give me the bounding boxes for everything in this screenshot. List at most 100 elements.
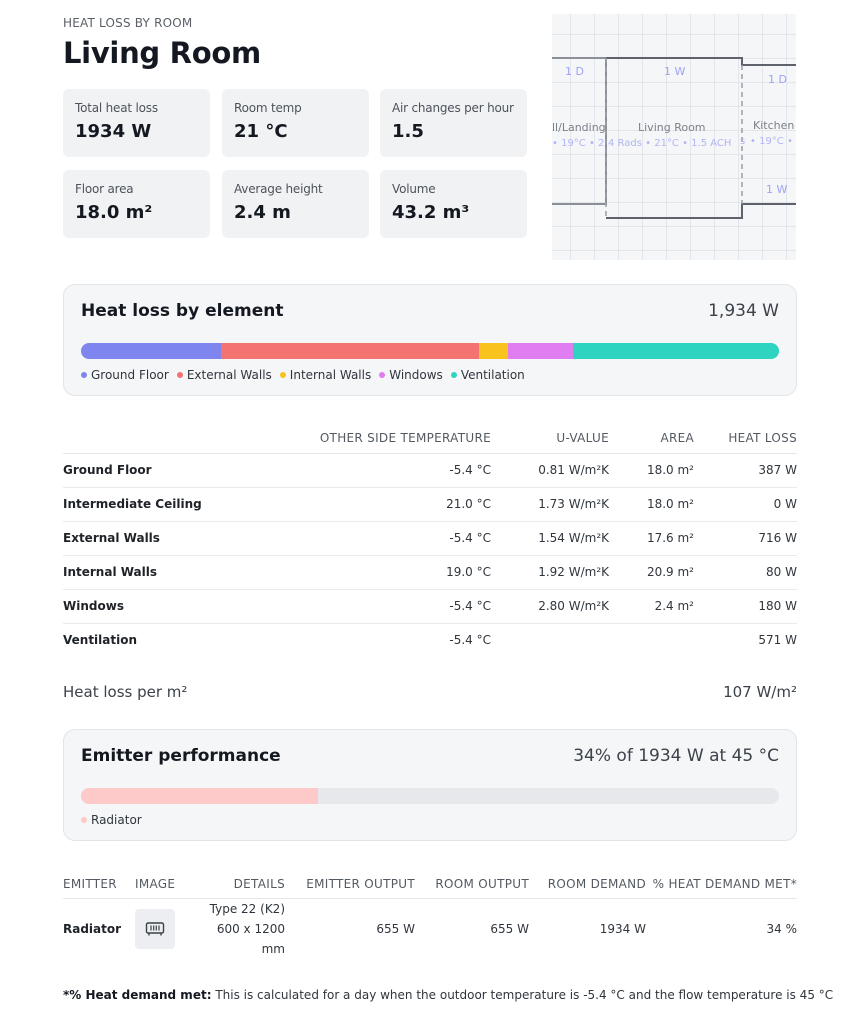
emitter-performance-fill [81,788,319,804]
floorplan-room-label: Living Room [638,121,706,134]
legend-dot [450,372,457,378]
table-header-row: EMITTER IMAGE DETAILS EMITTER OUTPUT ROO… [63,870,797,899]
element-name: Intermediate Ceiling [63,487,263,522]
area [609,623,694,657]
stat-average-height: Average height 2.4 m [222,170,369,238]
element-name: Internal Walls [63,555,263,590]
other-side-temp: 21.0 °C [263,487,491,522]
floorplan-preview[interactable]: 1 D 1 W 1 D ll/Landing Living Room Kitch… [552,14,796,260]
bar-segment-ground-floor [81,343,221,359]
floorplan-room-info: s [740,136,745,147]
element-name: Ventilation [63,633,138,648]
emitter-performance-panel: Emitter performance 34% of 1934 W at 45 … [63,729,797,841]
legend-dot [379,372,386,378]
floorplan-wall [606,203,796,219]
heat-loss: 0 W [694,487,797,522]
legend-label: Ground Floor [91,368,169,382]
stat-label: Average height [234,182,323,196]
legend-label: Windows [389,368,443,382]
heat-loss-per-m2-label: Heat loss per m² [63,683,188,701]
bar-segment-ventilation [572,343,779,359]
stat-value: 43.2 m³ [392,202,470,223]
emitter-size: 600 x 1200 mm [216,921,285,956]
emitter-legend: Radiator [81,813,142,827]
floorplan-drawing: 1 D 1 W 1 D ll/Landing Living Room Kitch… [552,57,796,219]
column-header: OTHER SIDE TEMPERATURE [263,424,491,454]
area: 2.4 m² [609,589,694,624]
legend-dot [81,817,87,823]
legend-item: Radiator [81,813,142,827]
legend-dot [176,372,183,378]
table-row: Intermediate Ceiling 21.0 °C 1.73 W/m²K … [63,487,797,522]
room-demand: 1934 W [599,921,646,936]
legend-label: External Walls [186,368,272,382]
page-eyebrow: HEAT LOSS BY ROOM [63,16,193,30]
area: 18.0 m² [609,487,694,522]
column-header: ROOM DEMAND [529,870,646,899]
legend-label: Internal Walls [289,368,372,382]
u-value: 2.80 W/m²K [491,589,609,624]
stat-value: 2.4 m [234,202,291,223]
legend-dot [279,372,286,378]
stat-label: Room temp [234,101,302,115]
floorplan-room-info: • 19°C • [750,136,793,147]
emitter-name: Radiator [63,921,122,936]
panel-title: Heat loss by element [81,301,284,321]
panel-title: Emitter performance [81,746,281,766]
stat-floor-area: Floor area 18.0 m² [63,170,210,238]
heat-loss: 571 W [758,633,797,648]
heat-demand-met: 34 % [766,921,798,936]
table-row: External Walls -5.4 °C 1.54 W/m²K 17.6 m… [63,521,797,556]
table-row: Windows -5.4 °C 2.80 W/m²K 2.4 m² 180 W [63,589,797,624]
heat-loss-per-m2-value: 107 W/m² [723,683,797,701]
bar-segment-external-walls [220,343,480,359]
other-side-temp: -5.4 °C [263,521,491,556]
stat-label: Volume [392,182,436,196]
stat-value: 21 °C [234,121,288,142]
floorplan-wall [606,57,796,66]
heat-loss-by-element-panel: Heat loss by element 1,934 W Ground Floo… [63,284,797,396]
column-header: ROOM OUTPUT [415,870,529,899]
heat-loss-table: OTHER SIDE TEMPERATURE U-VALUE AREA HEAT… [63,424,797,657]
legend-dot [81,372,87,378]
area: 20.9 m² [609,555,694,590]
emitter-details: Type 22 (K2) 600 x 1200 mm [193,898,285,959]
emitter-performance-bar [81,788,779,804]
panel-total: 1,934 W [708,301,779,321]
column-header: IMAGE [135,870,193,899]
stat-value: 1.5 [392,121,424,142]
heat-loss-stacked-bar [81,343,779,359]
u-value: 1.73 W/m²K [491,487,609,522]
stat-room-temp: Room temp 21 °C [222,89,369,157]
column-header: AREA [609,424,694,454]
floorplan-room-label: ll/Landing [552,121,606,134]
legend-label: Radiator [91,813,142,827]
floorplan-room-info: • 19°C • 2 [552,138,604,149]
area: 18.0 m² [609,453,694,488]
footnote: *% Heat demand met: This is calculated f… [63,988,833,1002]
column-header: EMITTER [63,870,135,899]
heat-loss: 180 W [694,589,797,624]
column-header: HEAT LOSS [694,424,797,454]
u-value [491,623,609,657]
floorplan-door-label: 1 D [768,73,787,86]
stat-total-heat-loss: Total heat loss 1934 W [63,89,210,157]
table-row: Radiator Type 22 (K2) 600 x 1200 [63,898,797,959]
column-header: % HEAT DEMAND MET* [646,870,797,899]
table-header-row: OTHER SIDE TEMPERATURE U-VALUE AREA HEAT… [63,424,797,454]
column-header [63,424,263,454]
table-row: Internal Walls 19.0 °C 1.92 W/m²K 20.9 m… [63,555,797,590]
legend-item: Internal Walls [279,368,372,382]
area: 17.6 m² [609,521,694,556]
floorplan-window-label: 1 W [664,65,685,78]
room-output: 655 W [490,921,529,936]
legend-item: Windows [379,368,443,382]
heat-loss: 80 W [694,555,797,590]
floorplan-room-label: Kitchen [753,119,794,132]
column-header: U-VALUE [491,424,609,454]
stat-value: 1934 W [75,121,152,142]
element-name: Ground Floor [63,453,263,488]
stat-value: 18.0 m² [75,202,153,223]
heat-loss-legend: Ground Floor External Walls Internal Walls… [81,368,525,382]
legend-label: Ventilation [460,368,525,382]
